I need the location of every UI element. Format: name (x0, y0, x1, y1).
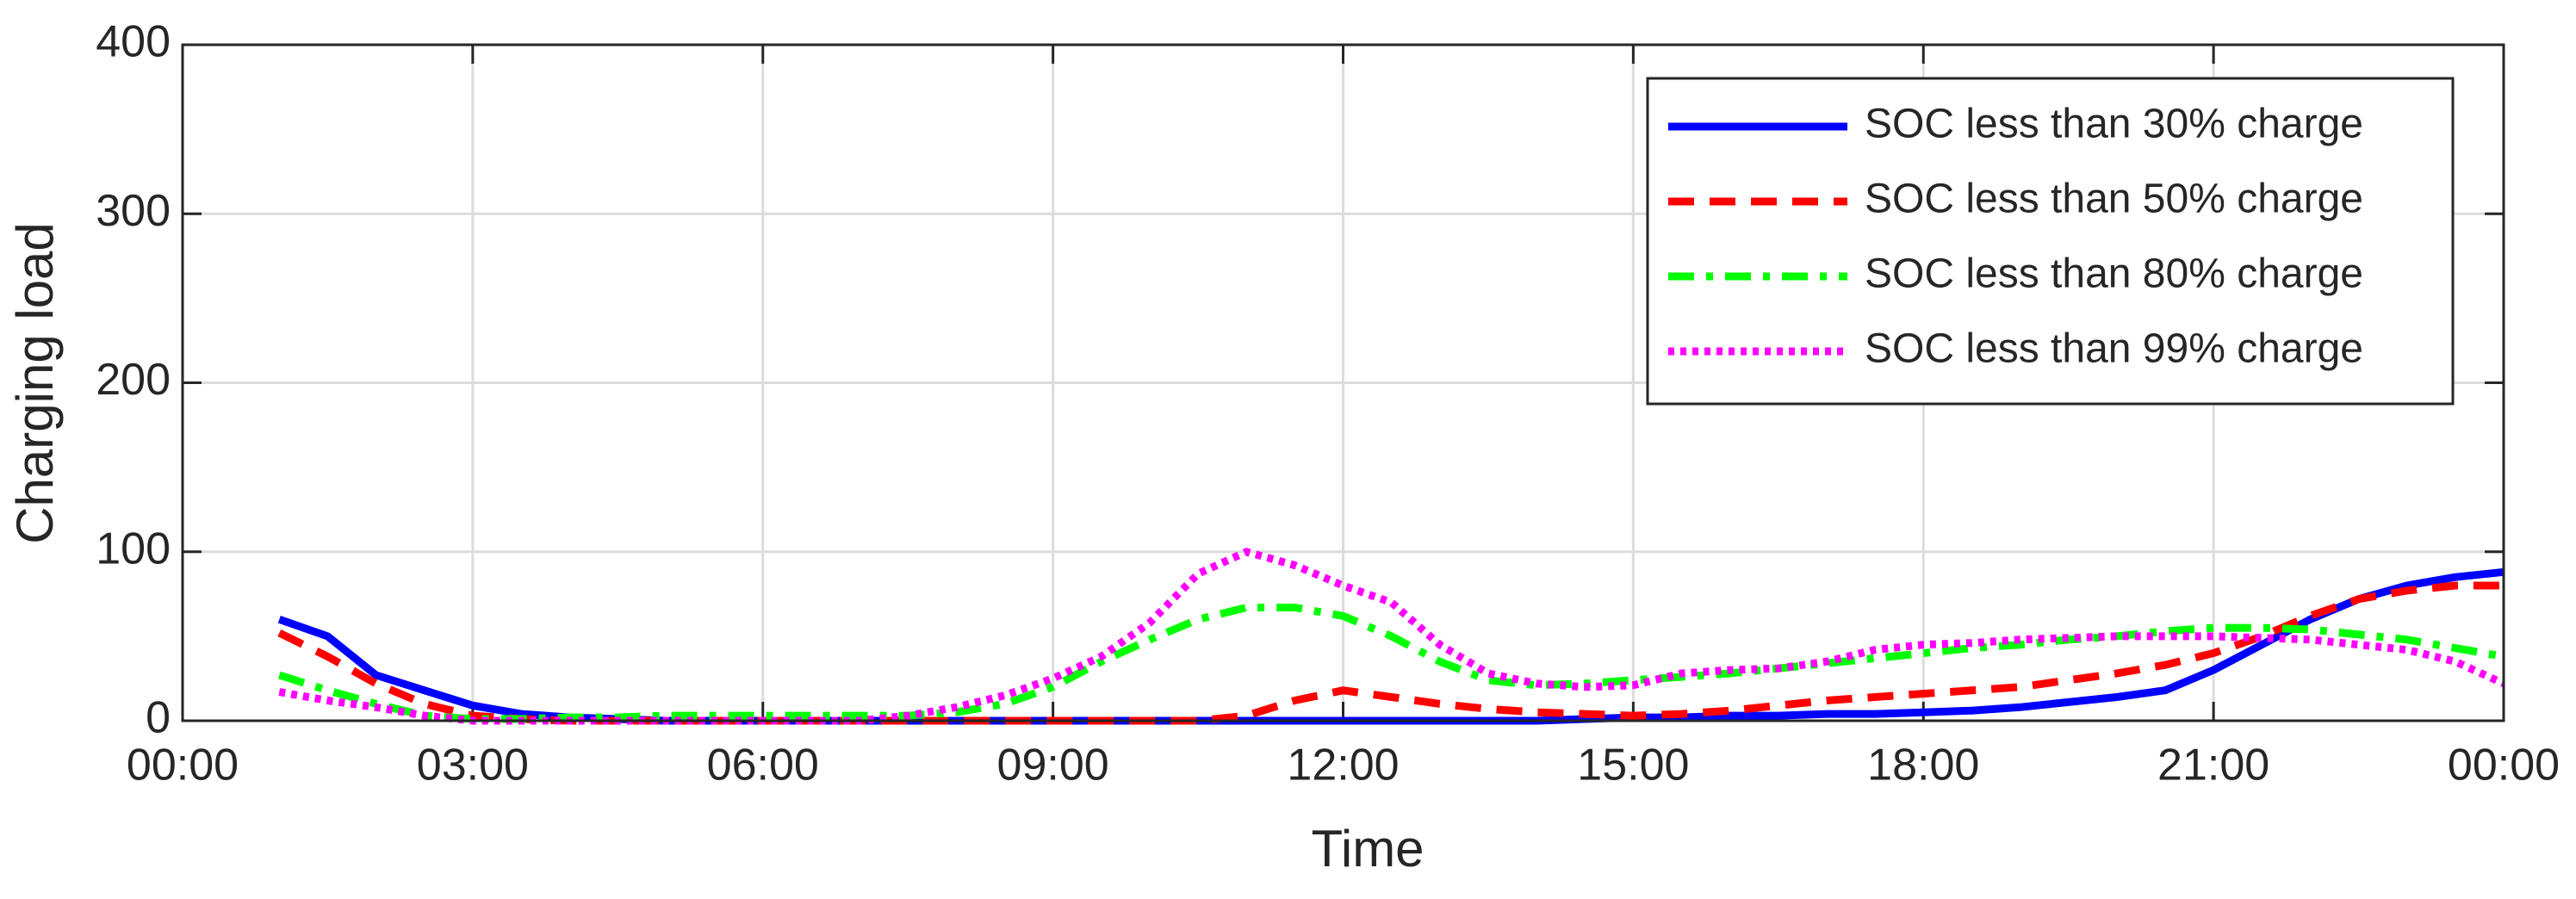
x-tick-label: 00:00 (127, 741, 239, 790)
series-line (277, 604, 2505, 723)
legend-label: SOC less than 80% charge (1865, 251, 2363, 297)
legend-label: SOC less than 30% charge (1865, 102, 2363, 147)
y-tick-label: 400 (96, 17, 171, 67)
x-tick-label: 06:00 (707, 741, 819, 790)
y-axis-label: Charging load (6, 222, 64, 544)
y-tick-label: 100 (96, 524, 171, 574)
x-tick-label: 15:00 (1577, 741, 1689, 790)
x-tick-label: 03:00 (417, 741, 529, 790)
y-tick-label: 0 (146, 693, 171, 743)
legend-label: SOC less than 50% charge (1865, 177, 2363, 222)
x-tick-label: 18:00 (1867, 741, 1979, 790)
x-tick-label: 09:00 (997, 741, 1109, 790)
legend-label: SOC less than 99% charge (1865, 326, 2363, 372)
x-tick-label: 12:00 (1287, 741, 1399, 790)
y-tick-label: 300 (96, 186, 171, 236)
axes-box (181, 43, 2505, 722)
y-tick-label: 200 (96, 355, 171, 405)
x-tick-label: 21:00 (2157, 741, 2269, 790)
x-tick-label: 00:00 (2448, 741, 2560, 790)
x-axis-label: Time (1311, 820, 1424, 877)
